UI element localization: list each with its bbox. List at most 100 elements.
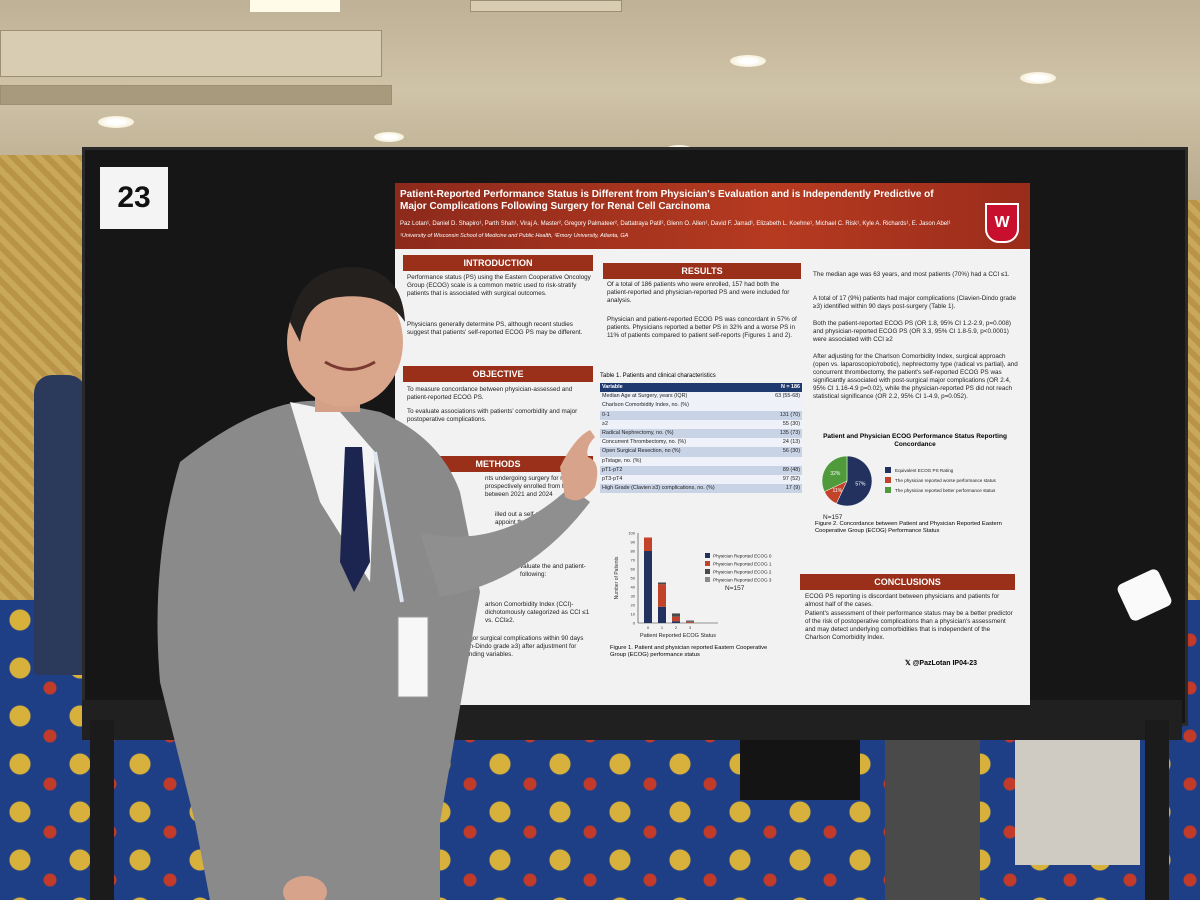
bar-segment bbox=[644, 551, 652, 623]
table-cell-label: Variable bbox=[602, 384, 623, 390]
introduction-p1: Performance status (PS) using the Easter… bbox=[407, 274, 591, 297]
results-p2: Physician and patient-reported ECOG PS w… bbox=[607, 316, 797, 339]
table-cell-value: 17 (9) bbox=[785, 485, 800, 492]
presenter-suit bbox=[157, 400, 480, 900]
poster-header: Patient-Reported Performance Status is D… bbox=[395, 183, 1030, 249]
introduction-p2: Physicians generally determine PS, altho… bbox=[407, 321, 583, 336]
results-right-p2: A total of 17 (9%) patients had major co… bbox=[813, 295, 1017, 310]
presenter-smile bbox=[324, 360, 376, 371]
pie-slice bbox=[836, 455, 873, 507]
legend-swatch bbox=[885, 467, 891, 473]
university-crest-icon: W bbox=[985, 203, 1019, 243]
poster-title: Patient-Reported Performance Status is D… bbox=[400, 189, 934, 212]
table-cell-value: 55 (30) bbox=[782, 420, 800, 427]
pie-slice bbox=[821, 455, 848, 492]
booth-number-card: 23 bbox=[100, 167, 168, 229]
conclusions-p1: ECOG PS reporting is discordant between … bbox=[805, 593, 1000, 608]
table-cell-value: 24 (13) bbox=[782, 439, 800, 446]
methods-heading: METHODS bbox=[403, 456, 593, 472]
table-row: pTstage, no. (%) bbox=[600, 456, 802, 466]
y-tick-label: 20 bbox=[631, 603, 636, 608]
results-right-p4: After adjusting for the Charlson Comorbi… bbox=[813, 353, 1018, 400]
table-cell-label: Concurrent Thrombectomy, no. (%) bbox=[602, 439, 686, 446]
objective-p2: To evaluate associations with patients' … bbox=[407, 408, 578, 423]
table-row: Open Surgical Resection, no (%) 56 (30) bbox=[600, 447, 802, 457]
legend-swatch bbox=[705, 569, 710, 574]
presenter-person bbox=[157, 267, 598, 900]
figure1-caption: Figure 1. Patient and physician reported… bbox=[610, 645, 768, 658]
y-tick-label: 40 bbox=[631, 585, 636, 590]
bar-segment bbox=[672, 613, 680, 614]
ceiling-light bbox=[98, 116, 134, 128]
table-row: Radical Nephrectomy, no. (%) 135 (73) bbox=[600, 428, 802, 439]
legend-label: Equivalent ECOG PS Rating bbox=[895, 468, 954, 473]
figure1-bar-chart: 0 10 20 30 40 50 60 70 80 90 100 0 1 2 3 Number of Pati… bbox=[614, 531, 772, 640]
table-cell-label: 0-1 bbox=[602, 411, 610, 418]
presenter-hair bbox=[290, 267, 405, 342]
bar-segment bbox=[658, 582, 666, 585]
legend-label: Physician Reported ECOG 2 bbox=[713, 570, 772, 575]
legend-label: Physician Reported ECOG 1 bbox=[713, 562, 772, 567]
presenter-left-hand bbox=[283, 876, 327, 900]
table-row: Charlson Comorbidity Index, no. (%) bbox=[600, 401, 802, 411]
bar-segment bbox=[658, 606, 666, 623]
methods-p3: valuate the and patient-following: bbox=[520, 563, 586, 578]
bar-segment bbox=[686, 621, 694, 623]
table-row: ≥2 55 (30) bbox=[600, 419, 802, 429]
table1-caption: Table 1. Patients and clinical character… bbox=[600, 373, 716, 379]
ceiling-light bbox=[730, 55, 766, 67]
background-person-left bbox=[34, 375, 86, 675]
table-header-row: Variable N = 186 bbox=[600, 383, 802, 393]
y-tick-label: 70 bbox=[631, 558, 636, 563]
table-cell-value: 89 (48) bbox=[782, 466, 800, 473]
legend-label: The physician reported better performanc… bbox=[895, 488, 996, 493]
bar-segment bbox=[686, 622, 694, 623]
bar-segment bbox=[658, 584, 666, 607]
y-tick-label: 30 bbox=[631, 594, 636, 599]
table-cell-value: 97 (52) bbox=[782, 475, 800, 482]
legend-label: Physician Reported ECOG 0 bbox=[713, 554, 772, 559]
table-cell-label: pT3-pT4 bbox=[602, 475, 623, 482]
presenter-face bbox=[287, 277, 403, 407]
bar-segment bbox=[672, 616, 680, 622]
introduction-heading: INTRODUCTION bbox=[403, 255, 593, 271]
figure2-caption: Figure 2. Concordance between Patient an… bbox=[815, 521, 1002, 534]
table-row: High Grade (Clavien ≥3) complications, n… bbox=[600, 484, 802, 494]
table-cell-label: Open Surgical Resection, no (%) bbox=[602, 448, 681, 455]
table-row: pT3-pT4 97 (52) bbox=[600, 474, 802, 485]
table-cell-label: pTstage, no. (%) bbox=[602, 457, 642, 464]
methods-p4: arlson Comorbidity Index (CCI)-dichotomo… bbox=[485, 601, 590, 624]
bar-segment bbox=[672, 614, 680, 617]
y-tick-label: 10 bbox=[631, 612, 636, 617]
bar-segment bbox=[686, 620, 694, 622]
background-person-trousers bbox=[885, 720, 980, 900]
table-row: 0-1 131 (70) bbox=[600, 410, 802, 420]
methods-p5: The major surgical complications within … bbox=[450, 635, 584, 658]
results-right-p3: Both the patient-reported ECOG PS (OR 1.… bbox=[813, 320, 1011, 343]
presenter-arm bbox=[420, 487, 590, 597]
x-axis-label: Patient Reported ECOG Status bbox=[640, 633, 716, 639]
y-tick-label: 80 bbox=[631, 549, 636, 554]
table-cell-value: N = 186 bbox=[780, 384, 800, 390]
table-cell-value: 63 (55-68) bbox=[775, 393, 800, 400]
legend-swatch bbox=[885, 477, 891, 483]
figure1-n-label: N=157 bbox=[725, 585, 745, 592]
conclusions-p2: Patient's assessment of their performanc… bbox=[805, 610, 1013, 641]
legend-label: Physician Reported ECOG 3 bbox=[713, 578, 772, 583]
pie-slice-label: 11% bbox=[832, 488, 842, 494]
bar-segment bbox=[644, 537, 652, 551]
legend-swatch bbox=[705, 553, 710, 558]
figure2-n-label: N=157 bbox=[823, 514, 843, 521]
table-cell-value: 56 (30) bbox=[782, 448, 800, 455]
board-leg bbox=[90, 720, 114, 900]
y-tick-label: 0 bbox=[633, 621, 636, 626]
table1: Variable N = 186 Median Age at Surgery, ye… bbox=[600, 383, 802, 494]
ceiling-light bbox=[1020, 72, 1056, 84]
ceiling-soffit bbox=[0, 85, 392, 105]
methods-p1: nts undergoing surgery for renal prospec… bbox=[485, 475, 575, 498]
presenter-tie bbox=[340, 447, 370, 592]
y-tick-label: 60 bbox=[631, 567, 636, 572]
figure2-title: Patient and Physician ECOG Performance S… bbox=[823, 433, 1007, 448]
pie-slice-label: 57% bbox=[855, 481, 866, 487]
skylight bbox=[250, 0, 340, 12]
